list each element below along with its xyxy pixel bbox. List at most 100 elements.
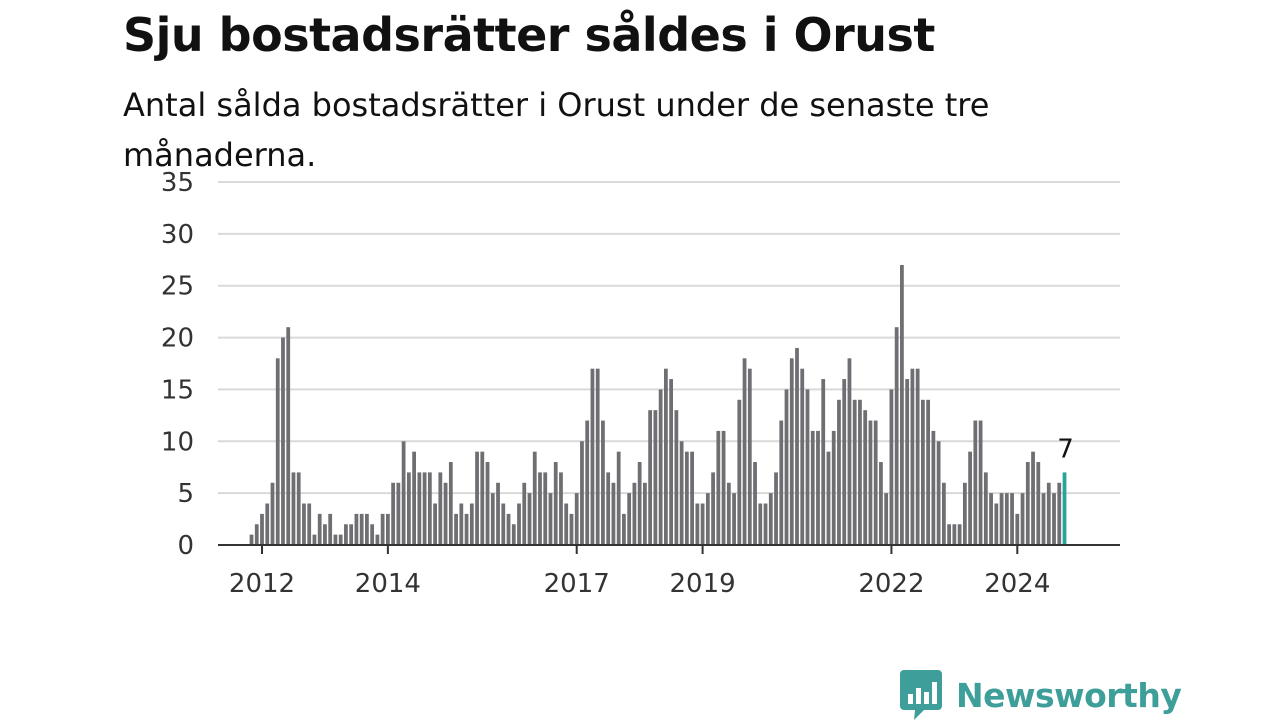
bar [1052, 493, 1056, 545]
bar [648, 410, 653, 545]
bar [312, 534, 317, 545]
bar [1046, 482, 1051, 545]
bar [433, 503, 437, 545]
bar [1020, 493, 1025, 545]
bar [296, 472, 301, 545]
bar [742, 358, 747, 545]
bar [889, 389, 894, 545]
bar [391, 482, 396, 545]
bar [574, 493, 579, 545]
bar [1041, 493, 1046, 545]
bar [847, 358, 852, 545]
bar [994, 503, 999, 545]
bar [496, 482, 500, 545]
bar [459, 503, 464, 545]
bar [553, 462, 558, 545]
x-tick-label: 2014 [355, 569, 421, 599]
bar [858, 399, 862, 545]
bar [338, 534, 343, 545]
bar [265, 503, 270, 545]
bar [894, 327, 899, 545]
bar [842, 379, 847, 545]
bar [716, 430, 721, 545]
bar [317, 513, 322, 545]
bar [281, 337, 285, 545]
bar [915, 368, 920, 545]
bar [947, 524, 952, 545]
bar [758, 503, 763, 545]
bar [422, 472, 427, 545]
bar [365, 513, 369, 545]
bar [989, 493, 993, 545]
bar [726, 482, 731, 545]
bar [627, 493, 632, 545]
bar [559, 472, 563, 545]
bar [884, 493, 889, 545]
bar [669, 379, 674, 545]
bar [926, 399, 931, 545]
bar [333, 534, 338, 545]
bar [768, 493, 773, 545]
bar [532, 451, 537, 545]
bar [448, 462, 453, 545]
bar [999, 493, 1004, 545]
bar [831, 430, 836, 545]
bar [905, 379, 910, 545]
bar [275, 358, 280, 545]
bar [962, 482, 967, 545]
bar [868, 420, 873, 545]
bar [779, 420, 784, 545]
bar [538, 472, 542, 545]
bar-highlighted [1062, 472, 1067, 545]
bar [705, 493, 710, 545]
bar [747, 368, 752, 545]
bar [328, 513, 333, 545]
bar [254, 524, 259, 545]
bar [396, 482, 401, 545]
bar [480, 451, 485, 545]
bar [590, 368, 595, 545]
bar [323, 524, 327, 545]
bar [910, 368, 915, 545]
bar [1025, 462, 1030, 545]
bar [679, 441, 684, 545]
y-tick-label: 30 [161, 220, 194, 250]
x-tick-label: 2022 [858, 569, 924, 599]
bar [1004, 493, 1009, 545]
bar [805, 389, 810, 545]
bar [852, 399, 857, 545]
bar [611, 482, 616, 545]
x-tick-label: 2024 [984, 569, 1050, 599]
newsworthy-logo: Newsworthy [900, 670, 1182, 720]
bar [249, 534, 254, 545]
bar [517, 503, 521, 545]
bar [978, 420, 983, 545]
bar [700, 503, 705, 545]
bar [695, 503, 700, 545]
bar [863, 410, 868, 545]
chart-title: Sju bostadsrätter såldes i Orust [123, 8, 935, 62]
y-tick-label: 10 [161, 427, 194, 457]
brand-name: Newsworthy [956, 675, 1182, 715]
x-tick-label: 2017 [544, 569, 610, 599]
bar [260, 513, 264, 545]
bar [485, 462, 490, 545]
bar [957, 524, 962, 545]
bar [527, 493, 532, 545]
bar [653, 410, 658, 545]
bar [564, 503, 569, 545]
bar [690, 451, 694, 545]
bar [810, 430, 815, 545]
bar [622, 513, 626, 545]
bar [511, 524, 516, 545]
bar [501, 503, 506, 545]
y-tick-label: 15 [161, 375, 194, 405]
x-tick-label: 2012 [229, 569, 295, 599]
bar [506, 513, 511, 545]
bar [1057, 482, 1062, 545]
bar [983, 472, 988, 545]
bar [286, 327, 291, 545]
bar [973, 420, 978, 545]
bar [616, 451, 621, 545]
